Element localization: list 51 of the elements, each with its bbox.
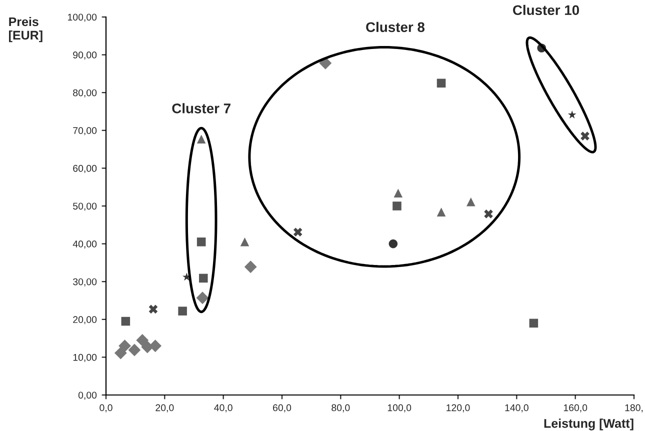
x-tick-label: 60,0	[273, 404, 292, 412]
x-tick-label: 20,0	[156, 404, 174, 412]
y-tick-label: 60,00	[73, 164, 97, 173]
x-tick-label: 40,0	[214, 404, 232, 412]
y-tick-label: 50,00	[73, 202, 97, 211]
point	[436, 78, 446, 88]
point	[392, 202, 402, 210]
y-axis-title: Preis [EUR]	[9, 17, 42, 42]
point	[580, 132, 590, 140]
x-tick-label: 80,0	[332, 404, 350, 412]
point	[240, 238, 250, 246]
point	[394, 188, 403, 198]
point	[148, 304, 158, 314]
point	[114, 346, 127, 360]
point	[293, 228, 302, 236]
point	[484, 210, 493, 218]
y-tick-label: 10,00	[73, 354, 97, 362]
point	[118, 340, 131, 352]
point	[466, 197, 476, 206]
x-tick-label: 100,0	[388, 404, 412, 412]
point	[568, 110, 576, 118]
y-tick-label: 80,00	[73, 89, 97, 98]
y-tick-label: 90,00	[73, 52, 97, 60]
point	[196, 134, 206, 144]
point	[388, 239, 398, 248]
point	[149, 340, 162, 352]
x-tick-label: 0,0	[100, 404, 112, 412]
point	[436, 208, 446, 216]
point	[196, 238, 206, 246]
y-tick-label: 70,00	[73, 127, 97, 136]
x-tick-label: 120,0	[446, 404, 470, 412]
x-tick-label: 140,0	[505, 404, 528, 412]
annotation: Cluster 7	[172, 103, 230, 114]
point	[244, 260, 257, 274]
x-tick-label: 160,0	[564, 404, 588, 412]
x-tick-label: 180,	[625, 404, 643, 412]
text: Cluster 10	[512, 4, 580, 16]
point	[178, 306, 187, 316]
y-tick-label: 30,00	[73, 278, 97, 286]
point	[196, 292, 209, 304]
x-axis-title: Leistung [Watt]	[544, 418, 634, 430]
point	[121, 316, 130, 326]
point	[128, 344, 141, 356]
y-tick-label: 20,00	[73, 316, 97, 324]
y-tick-label: 100,00	[68, 14, 97, 22]
y-tick-label: 0,00	[78, 392, 97, 400]
y-tick-label: 40,00	[72, 240, 97, 249]
point	[198, 274, 208, 283]
point	[136, 334, 149, 346]
point	[529, 318, 538, 328]
annotation: Cluster 8	[366, 22, 425, 32]
